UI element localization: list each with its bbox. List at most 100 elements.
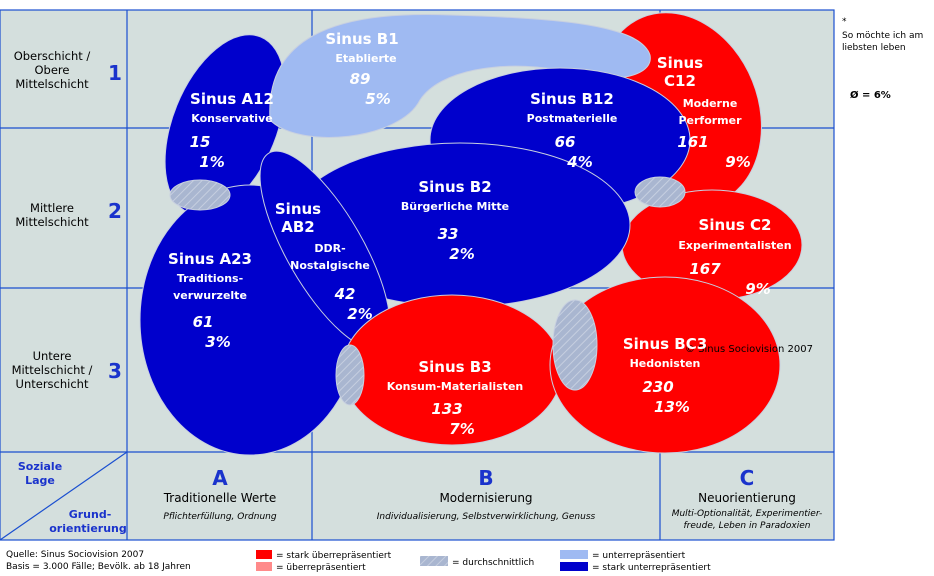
row-label: Untere bbox=[33, 349, 72, 363]
milieu-subtitle: Moderne bbox=[683, 97, 738, 110]
milieu-share: 9% bbox=[725, 153, 750, 171]
milieu-subtitle: Konsum-Materialisten bbox=[387, 380, 523, 393]
milieu-subtitle: Hedonisten bbox=[630, 357, 701, 370]
milieu-index: 167 bbox=[689, 260, 721, 278]
milieu-subtitle: verwurzelte bbox=[173, 289, 247, 302]
milieu-index: 33 bbox=[438, 225, 459, 243]
row-label: Oberschicht / bbox=[14, 49, 91, 63]
column-letter: B bbox=[478, 466, 493, 490]
milieu-subtitle: Bürgerliche Mitte bbox=[401, 200, 509, 213]
milieu-index: 15 bbox=[190, 133, 211, 151]
milieu-name: AB2 bbox=[281, 218, 314, 236]
milieu-subtitle: Etablierte bbox=[335, 52, 396, 65]
milieu-index: 42 bbox=[334, 285, 356, 303]
milieu-share: 3% bbox=[205, 333, 230, 351]
row-label: Unterschicht bbox=[16, 377, 89, 391]
milieu-name: Sinus bbox=[657, 54, 703, 72]
milieu-index: 161 bbox=[677, 133, 708, 151]
column-subtitle: Individualisierung, Selbstverwirklichung… bbox=[377, 512, 596, 522]
milieu-share: 4% bbox=[566, 153, 592, 171]
copyright: © Sinus Sociovision 2007 bbox=[685, 344, 813, 355]
milieu-shapes bbox=[139, 12, 803, 456]
milieu-share: 2% bbox=[347, 305, 372, 323]
frame bbox=[0, 9, 835, 541]
milieu-share: 5% bbox=[365, 90, 390, 108]
milieu-share: 1% bbox=[199, 153, 224, 171]
milieu-name: Sinus A23 bbox=[168, 250, 252, 268]
milieu-share: 9% bbox=[745, 280, 770, 298]
row-number: 1 bbox=[108, 61, 122, 85]
column-letter: C bbox=[740, 466, 755, 490]
legend-swatch bbox=[560, 562, 588, 571]
milieu-subtitle: Nostalgische bbox=[290, 259, 370, 272]
columns: A Traditionelle Werte Pflichterfüllung, … bbox=[163, 466, 823, 531]
column-subtitle: Pflichterfüllung, Ordnung bbox=[163, 512, 276, 522]
row-label: Obere bbox=[35, 63, 70, 77]
milieu-subtitle: Traditions- bbox=[177, 272, 243, 285]
average: Ø = 6% bbox=[850, 89, 891, 101]
milieu-share: 2% bbox=[449, 245, 474, 263]
row-label: Mittlere bbox=[30, 201, 74, 215]
corner-diagonal bbox=[0, 451, 128, 541]
milieu-share: 7% bbox=[449, 420, 474, 438]
milieu-name: Sinus C2 bbox=[699, 216, 772, 234]
milieu-name: Sinus A12 bbox=[190, 90, 274, 108]
milieu-index: 230 bbox=[642, 378, 673, 396]
legend-swatch bbox=[420, 556, 448, 566]
legend-label: = stark unterrepräsentiert bbox=[592, 563, 711, 573]
note-text: liebsten leben bbox=[842, 43, 906, 53]
corner-label: Lage bbox=[25, 474, 55, 487]
source: Basis = 3.000 Fälle; Bevölk. ab 18 Jahre… bbox=[6, 562, 191, 572]
corner: Soziale Lage Grund- orientierung bbox=[18, 460, 127, 535]
corner-label: orientierung bbox=[49, 522, 127, 535]
legend-label: = durchschnittlich bbox=[452, 558, 534, 568]
source: Quelle: Sinus Sociovision 2007 bbox=[6, 550, 144, 560]
legend-label: = überrepräsentiert bbox=[276, 563, 366, 573]
milieu-share: 13% bbox=[654, 398, 690, 416]
milieu-subtitle: Performer bbox=[678, 114, 742, 127]
milieu-name: Sinus B1 bbox=[325, 30, 398, 48]
legend-label: = unterrepräsentiert bbox=[592, 551, 686, 561]
overlap bbox=[634, 176, 686, 208]
column-title: Neuorientierung bbox=[698, 491, 796, 505]
milieu-index: 89 bbox=[350, 70, 371, 88]
column-subtitle: freude, Leben in Paradoxien bbox=[684, 521, 811, 531]
row-label: Mittelschicht bbox=[15, 77, 89, 91]
milieu-index: 61 bbox=[193, 313, 214, 331]
milieu-subtitle: Konservative bbox=[191, 112, 272, 125]
legend-swatch bbox=[256, 562, 272, 571]
milieu-name: C12 bbox=[664, 72, 696, 90]
column-letter: A bbox=[212, 466, 228, 490]
row-label: Mittelschicht bbox=[15, 215, 89, 229]
note-text: So möchte ich am bbox=[842, 31, 923, 41]
row-number: 3 bbox=[108, 359, 122, 383]
row-number: 2 bbox=[108, 199, 122, 223]
milieu-subtitle: Postmaterielle bbox=[527, 112, 618, 125]
row-label: Mittelschicht / bbox=[12, 363, 93, 377]
row-labels: Oberschicht / Obere Mittelschicht 1 Mitt… bbox=[12, 49, 122, 391]
milieu-name: Sinus bbox=[275, 200, 321, 218]
milieu-labels: Sinus B1 Etablierte 89 5% Sinus A12 Konservat… bbox=[168, 30, 792, 438]
milieu-subtitle: DDR- bbox=[314, 242, 345, 255]
column-subtitle: Multi-Optionalität, Experimentier- bbox=[672, 509, 823, 519]
note: * So möchte ich am liebsten leben Ø = 6% bbox=[842, 17, 923, 101]
corner-label: Soziale bbox=[18, 460, 62, 473]
milieu-index: 133 bbox=[431, 400, 462, 418]
milieu-subtitle: Experimentalisten bbox=[678, 239, 791, 252]
corner-label: Grund- bbox=[69, 508, 112, 521]
legend-swatch bbox=[256, 550, 272, 559]
overlap bbox=[335, 344, 365, 406]
milieu-name: Sinus B12 bbox=[530, 90, 614, 108]
milieu-name: Sinus B2 bbox=[418, 178, 491, 196]
footer: Quelle: Sinus Sociovision 2007 Basis = 3… bbox=[6, 550, 711, 573]
note-star: * bbox=[842, 17, 847, 27]
overlap bbox=[169, 179, 231, 211]
column-title: Modernisierung bbox=[439, 491, 532, 505]
shape-bc3 bbox=[549, 276, 781, 454]
legend-swatch bbox=[560, 550, 588, 559]
overlap bbox=[552, 299, 598, 391]
legend-label: = stark überrepräsentiert bbox=[276, 551, 392, 561]
milieu-index: 66 bbox=[555, 133, 576, 151]
column-title: Traditionelle Werte bbox=[163, 491, 277, 505]
